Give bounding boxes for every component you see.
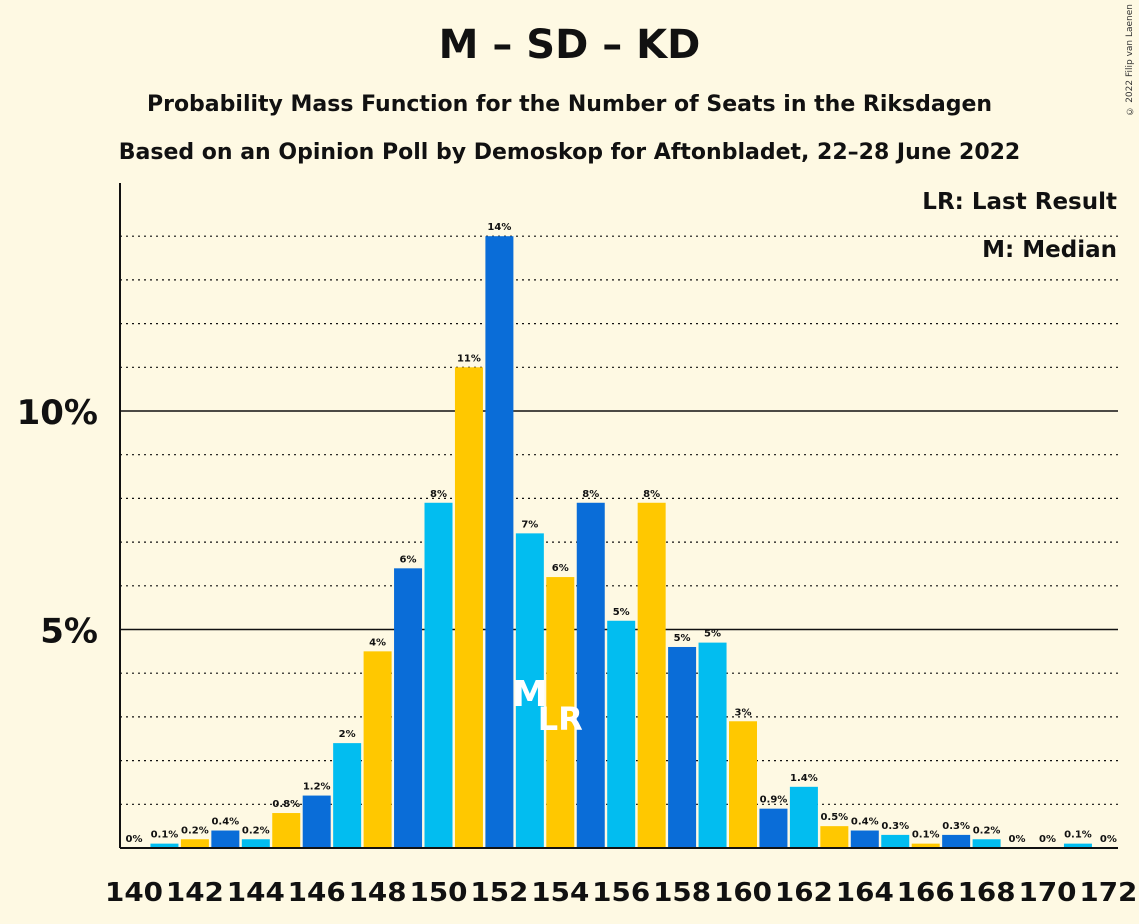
bar-label-seat-170: 0% [1039,834,1056,845]
bar-seat-160 [729,721,757,848]
x-tick-label: 144 [227,878,285,908]
bar-seat-168 [972,839,1001,848]
bar-label-seat-152: 14% [487,222,511,233]
bar-seat-167 [942,834,971,848]
bar-seat-150 [424,502,453,848]
x-tick-label: 150 [410,878,468,908]
bar-seat-142 [180,839,209,848]
x-tick-label: 154 [531,878,589,908]
chart-subtitle: Probability Mass Function for the Number… [146,92,993,117]
bar-label-seat-151: 11% [457,353,481,364]
bar-seat-149 [394,568,423,848]
bar-label-seat-144: 0.2% [242,825,270,836]
x-tick-label: 164 [836,878,894,908]
bar-label-seat-164: 0.4% [851,817,879,828]
x-tick-label: 160 [714,878,772,908]
x-tick-labels: 140 142 144 146 148 150 152 154 156 158 160 162 164 1… [105,878,1137,908]
bar-seat-162 [789,786,818,848]
bar-label-seat-157: 8% [643,489,660,500]
bar-label-seat-155: 8% [582,489,599,500]
x-tick-label: 170 [1019,878,1077,908]
bar-seat-147 [333,743,362,848]
x-tick-label: 158 [653,878,711,908]
bar-label-seat-169: 0% [1009,834,1026,845]
bar-seat-156 [607,620,636,848]
bar-label-seat-156: 5% [613,607,630,618]
bars [150,236,1092,848]
bar-label-seat-172: 0% [1100,834,1117,845]
bar-label-seat-158: 5% [674,633,691,644]
bar-label-seat-163: 0.5% [820,812,848,823]
bar-seat-145 [272,813,301,848]
bar-seat-157 [637,502,666,848]
bar-label-seat-165: 0.3% [881,821,909,832]
bar-seat-166 [911,843,940,848]
y-tick-label: 10% [17,393,98,433]
x-tick-label: 172 [1079,878,1137,908]
chart-subtitle-poll: Based on an Opinion Poll by Demoskop for… [118,140,1021,165]
x-tick-label: 166 [897,878,955,908]
median-marker: M [512,674,548,715]
bar-seat-163 [820,826,849,848]
bar-label-seat-147: 2% [339,729,356,740]
bar-label-seat-168: 0.2% [973,825,1001,836]
last-result-marker: LR [538,700,583,738]
x-tick-label: 162 [775,878,833,908]
bar-seat-158 [668,646,697,848]
bar-seat-141 [150,843,179,848]
bar-seat-146 [302,795,331,848]
bar-label-seat-145: 0.8% [272,799,300,810]
bar-label-seat-167: 0.3% [942,821,970,832]
bar-seat-161 [759,808,788,848]
bar-seat-152 [485,236,514,848]
legend-median: M: Median [982,237,1117,263]
x-tick-label: 156 [592,878,650,908]
x-tick-label: 168 [958,878,1016,908]
y-tick-labels: 5% 10% [17,393,98,652]
bar-seat-154 [546,577,575,848]
bar-seat-143 [211,830,240,848]
x-tick-label: 152 [470,878,528,908]
legend-last-result: LR: Last Result [922,189,1117,215]
bar-label-seat-171: 0.1% [1064,830,1092,841]
bar-label-seat-154: 6% [552,563,569,574]
x-tick-label: 142 [166,878,224,908]
bar-seat-164 [850,830,879,848]
bar-label-seat-148: 4% [369,637,386,648]
bar-seat-144 [241,839,270,848]
x-tick-label: 148 [349,878,407,908]
bar-label-seat-143: 0.4% [211,817,239,828]
bar-label-seat-162: 1.4% [790,773,818,784]
bar-seat-148 [363,651,392,848]
bar-seat-165 [881,834,910,848]
bar-label-seat-166: 0.1% [912,830,940,841]
bar-label-seat-159: 5% [704,629,721,640]
chart-title: M – SD – KD [438,22,701,68]
axes [119,183,1118,849]
bar-label-seat-160: 3% [735,707,752,718]
markers: MLR [512,674,583,738]
bar-label-seat-146: 1.2% [303,782,331,793]
bar-seat-159 [698,642,727,848]
bar-label-seat-150: 8% [430,489,447,500]
bar-label-seat-153: 7% [521,519,538,530]
y-tick-label: 5% [40,612,98,652]
bar-labels: 0% 0.1% 0.2%0.4%0.2%0.8%1.2%2%4%6%8%11%14%… [126,222,1117,845]
bar-label-seat-140: 0% [126,834,143,845]
bar-seat-153 [515,533,544,848]
bar-seat-151 [454,367,483,848]
bar-seat-171 [1063,843,1092,848]
bar-seat-155 [576,502,605,848]
x-tick-label: 146 [288,878,346,908]
bar-label-seat-161: 0.9% [760,795,788,806]
bar-label-seat-142: 0.2% [181,825,209,836]
bar-label-seat-149: 6% [400,554,417,565]
bar-label-seat-141: 0.1% [151,830,179,841]
x-tick-label: 140 [105,878,163,908]
